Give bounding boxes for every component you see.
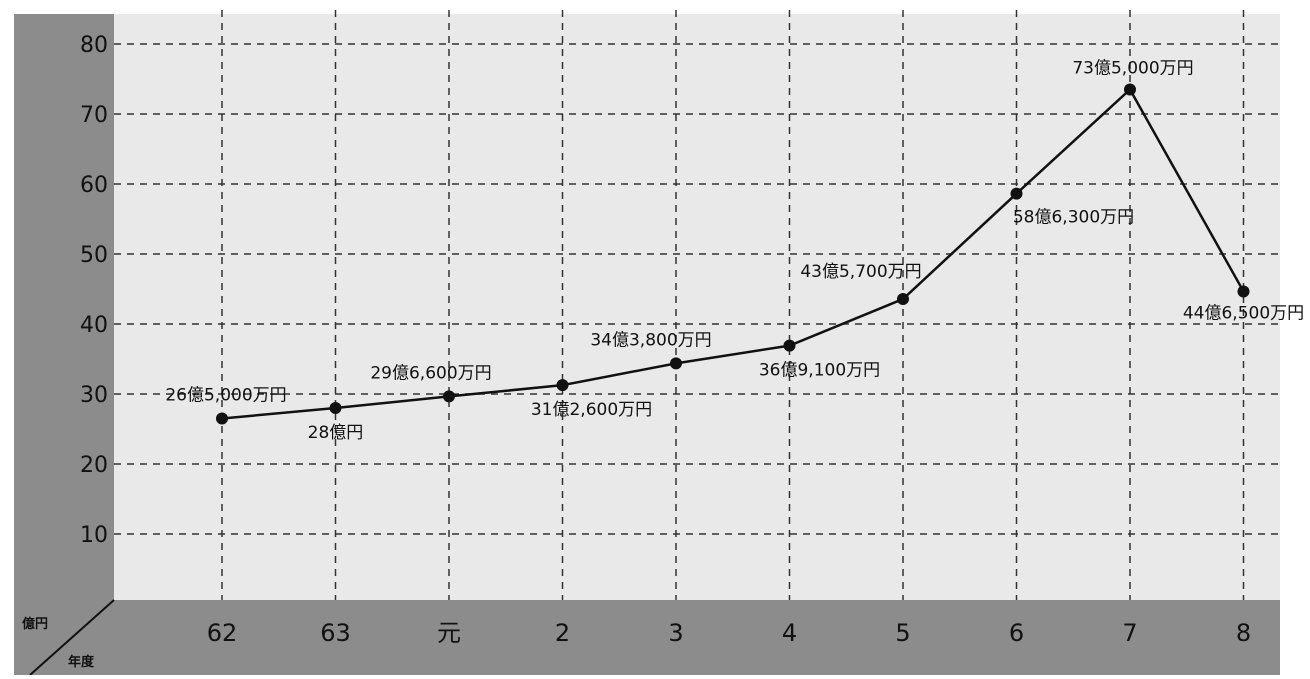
y-tick-label: 10 [80,523,108,548]
data-point [556,379,569,392]
data-point [897,293,909,306]
x-tick-labels: 62 63 元 2 3 4 5 6 7 8 [207,619,1251,647]
data-point [783,339,796,352]
x-tick-label: 6 [1009,619,1024,647]
data-label: 44億6,500万円 [1183,303,1304,323]
x-tick-label: 63 [320,619,351,647]
x-tick-label: 3 [668,619,683,647]
y-tick-label: 80 [80,33,108,58]
data-label: 34億3,800万円 [590,330,711,350]
x-tick-label: 62 [207,619,238,647]
x-tick-label: 5 [895,619,910,647]
y-tick-label: 50 [80,243,108,268]
data-label: 29億6,600万円 [370,363,491,383]
y-unit-label: 億円 [22,616,48,632]
data-points [216,83,1250,425]
y-tick-label: 60 [80,173,108,198]
x-tick-label: 元 [437,619,461,647]
data-label: 43億5,700万円 [800,262,921,282]
y-axis-band [14,14,114,600]
data-label: 58億6,300万円 [1013,208,1134,228]
y-tick-label: 70 [80,103,108,128]
y-tick-label: 30 [80,383,108,408]
series-line [221,87,1245,420]
data-point [216,412,228,425]
data-point [1010,187,1023,200]
y-tick-label: 20 [80,453,108,478]
data-label: 26億5,000万円 [165,386,286,406]
x-tick-label: 4 [782,619,797,647]
x-tick-label: 8 [1236,619,1251,647]
data-point [443,390,455,403]
x-tick-label: 7 [1122,619,1137,647]
plot-area [114,14,1280,600]
data-point [329,402,342,414]
data-labels: 26億5,000万円 28億円 29億6,600万円 31億2,600万円 34億3,8… [165,59,1304,444]
x-unit-label: 年度 [68,654,95,670]
data-label: 36億9,100万円 [759,361,880,381]
data-label: 73億5,000万円 [1072,59,1193,79]
data-label: 28億円 [308,423,364,443]
data-point [670,357,682,370]
x-axis-band [14,600,1280,675]
corner-diagonal [29,599,115,676]
data-point [1124,83,1136,96]
data-point [1237,285,1250,298]
y-tick-label: 40 [80,313,108,338]
data-label: 31億2,600万円 [531,400,652,420]
y-tick-labels: 10 20 30 40 50 60 70 80 [80,33,108,548]
x-tick-label: 2 [555,619,570,647]
